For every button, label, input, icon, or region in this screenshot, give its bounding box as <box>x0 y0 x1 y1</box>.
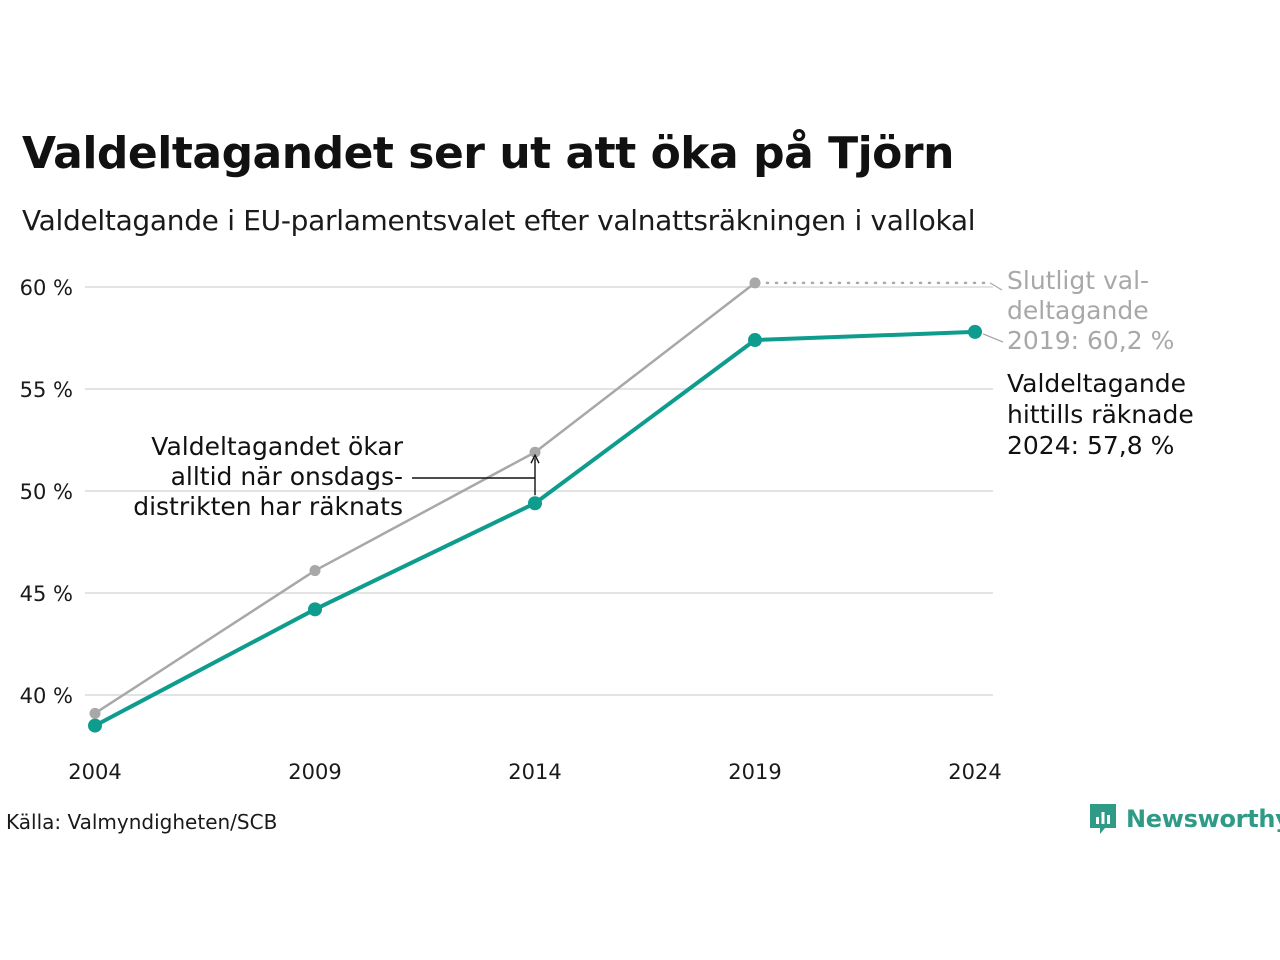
note-annotation-label: Valdeltagandet ökar alltid när onsdags-di… <box>133 432 403 521</box>
final-label-leader <box>989 282 1003 291</box>
x-axis-tick-labels: 2004 2009 2014 2019 2024 <box>68 760 1001 784</box>
data-point-final <box>309 565 321 577</box>
data-point-final <box>749 277 761 289</box>
data-point-counted <box>308 602 322 617</box>
newsworthy-logo-icon <box>1090 804 1116 834</box>
data-point-final <box>529 446 541 458</box>
y-tick-label: 50 % <box>20 480 73 504</box>
y-tick-label: 60 % <box>20 276 73 300</box>
data-point-counted <box>748 333 762 348</box>
y-axis-tick-labels: 40 % 45 % 50 % 55 % 60 % <box>20 276 73 708</box>
data-point-final <box>89 707 101 719</box>
chart-title: Valdeltagandet ser ut att öka på Tjörn <box>22 128 954 179</box>
brand-name: Newsworthy <box>1126 805 1280 833</box>
y-tick-label: 45 % <box>20 582 73 606</box>
data-point-counted <box>88 718 102 733</box>
chart-subtitle: Valdeltagande i EU-parlamentsvalet efter… <box>22 204 976 237</box>
final-annotation-label: Slutligt val-deltagande 2019: 60,2 % <box>1007 266 1174 355</box>
x-tick-label: 2004 <box>68 760 121 784</box>
x-tick-label: 2009 <box>288 760 341 784</box>
x-tick-label: 2024 <box>948 760 1001 784</box>
x-tick-label: 2019 <box>728 760 781 784</box>
y-tick-label: 40 % <box>20 684 73 708</box>
x-tick-label: 2014 <box>508 760 561 784</box>
data-point-counted <box>968 324 982 339</box>
series-lines <box>88 277 982 733</box>
series-line-counted <box>94 329 976 728</box>
grid-lines <box>85 286 993 696</box>
note-arrowhead <box>530 453 540 464</box>
data-point-counted <box>528 496 542 511</box>
series-line-final <box>94 281 756 715</box>
counted-label-leader <box>982 333 1004 343</box>
annotations: Slutligt val-deltagande 2019: 60,2 % Valde… <box>133 266 1193 521</box>
brand-logo: Newsworthy <box>1088 802 1280 836</box>
source-note: Källa: Valmyndigheten/SCB <box>6 810 278 834</box>
counted-annotation-label: Valdeltagande hittills räknade 2024: 57,8 … <box>1007 369 1194 460</box>
y-tick-label: 55 % <box>20 378 73 402</box>
